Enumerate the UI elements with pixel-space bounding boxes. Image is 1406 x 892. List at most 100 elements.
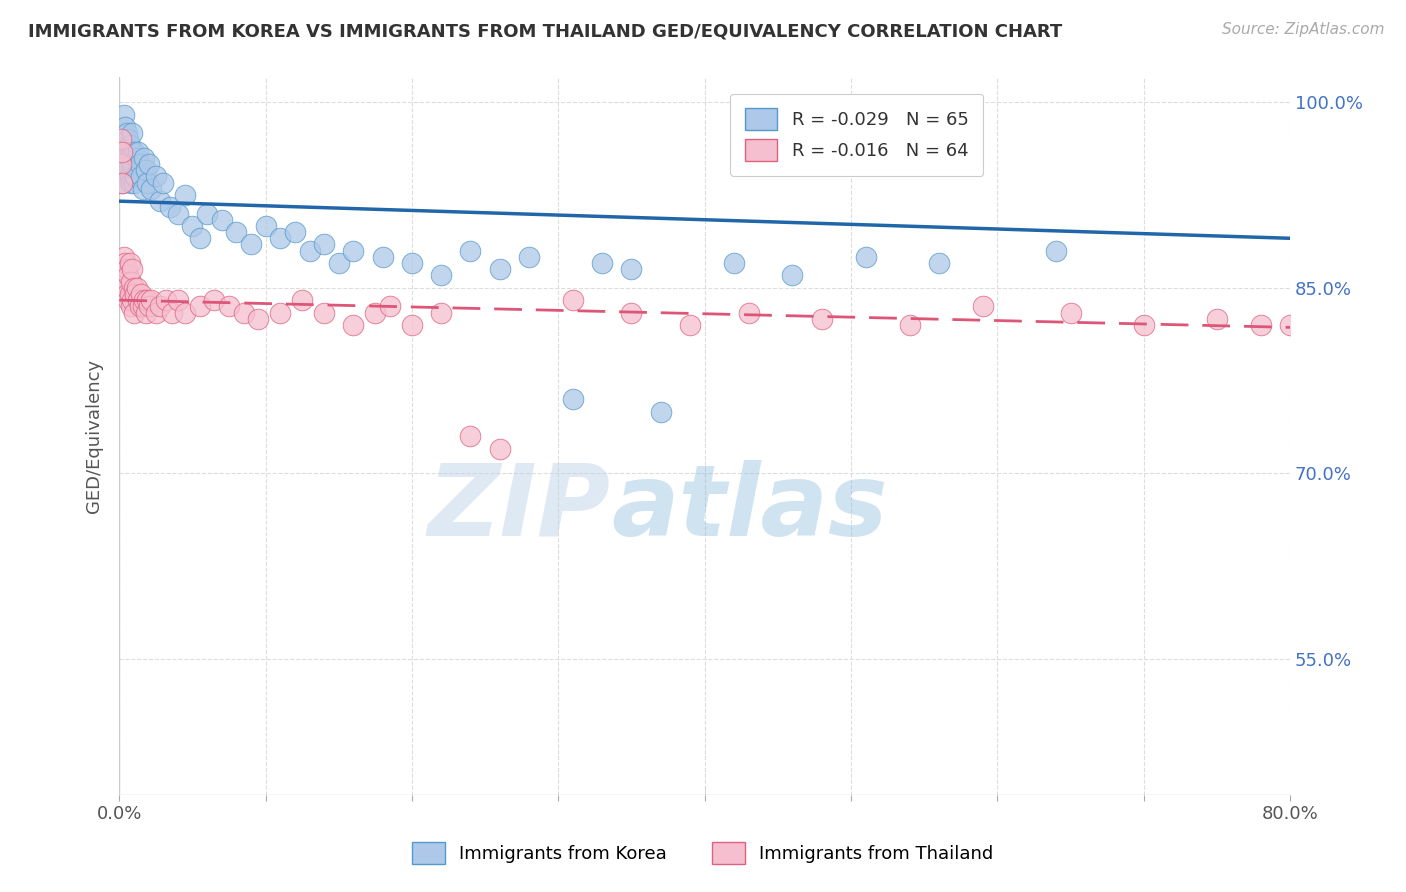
Point <box>117 163 139 178</box>
Point <box>112 138 135 153</box>
Point <box>378 299 401 313</box>
Point <box>138 157 160 171</box>
Point <box>134 151 156 165</box>
Point <box>291 293 314 307</box>
Text: ZIP: ZIP <box>427 459 612 557</box>
Text: IMMIGRANTS FROM KOREA VS IMMIGRANTS FROM THAILAND GED/EQUIVALENCY CORRELATION CH: IMMIGRANTS FROM KOREA VS IMMIGRANTS FROM… <box>28 22 1063 40</box>
Point <box>561 392 583 406</box>
Point <box>195 206 218 220</box>
Point <box>328 256 350 270</box>
Point <box>166 293 188 307</box>
Point <box>225 225 247 239</box>
Point <box>211 212 233 227</box>
Point <box>114 256 136 270</box>
Point <box>188 231 211 245</box>
Point <box>136 176 159 190</box>
Y-axis label: GED/Equivalency: GED/Equivalency <box>86 359 103 513</box>
Point <box>159 200 181 214</box>
Point <box>1250 318 1272 332</box>
Point <box>488 262 510 277</box>
Point <box>129 287 152 301</box>
Point <box>129 169 152 184</box>
Point <box>115 126 138 140</box>
Point <box>898 318 921 332</box>
Point <box>430 305 453 319</box>
Point <box>342 318 364 332</box>
Legend: R = -0.029   N = 65, R = -0.016   N = 64: R = -0.029 N = 65, R = -0.016 N = 64 <box>731 94 983 176</box>
Point <box>269 231 291 245</box>
Point <box>232 305 254 319</box>
Point <box>122 145 145 159</box>
Point <box>1059 305 1081 319</box>
Point <box>181 219 204 233</box>
Point <box>240 237 263 252</box>
Point <box>138 299 160 313</box>
Point <box>112 250 135 264</box>
Point <box>115 287 138 301</box>
Point <box>127 145 149 159</box>
Point <box>188 299 211 313</box>
Point <box>782 268 804 283</box>
Point <box>155 293 177 307</box>
Point <box>121 126 143 140</box>
Text: Source: ZipAtlas.com: Source: ZipAtlas.com <box>1222 22 1385 37</box>
Point <box>174 305 197 319</box>
Point <box>298 244 321 258</box>
Point <box>620 262 643 277</box>
Point <box>723 256 745 270</box>
Point <box>460 244 482 258</box>
Point <box>125 151 148 165</box>
Point <box>114 120 136 134</box>
Point <box>110 132 132 146</box>
Point <box>110 132 132 146</box>
Point <box>149 194 172 209</box>
Point <box>401 256 423 270</box>
Point <box>342 244 364 258</box>
Point <box>112 107 135 121</box>
Legend: Immigrants from Korea, Immigrants from Thailand: Immigrants from Korea, Immigrants from T… <box>398 828 1008 879</box>
Point <box>517 250 540 264</box>
Point <box>120 145 142 159</box>
Point <box>122 176 145 190</box>
Point <box>127 293 149 307</box>
Point <box>141 182 163 196</box>
Point <box>117 268 139 283</box>
Point <box>314 305 336 319</box>
Point <box>1205 311 1227 326</box>
Point <box>152 176 174 190</box>
Point <box>247 311 270 326</box>
Point <box>120 176 142 190</box>
Point <box>679 318 702 332</box>
Point <box>218 299 240 313</box>
Point <box>120 299 142 313</box>
Point <box>111 176 134 190</box>
Point <box>1132 318 1154 332</box>
Point <box>111 145 134 159</box>
Point <box>135 163 157 178</box>
Point <box>174 188 197 202</box>
Point <box>737 305 759 319</box>
Point <box>141 293 163 307</box>
Point <box>488 442 510 456</box>
Point <box>115 262 138 277</box>
Point <box>401 318 423 332</box>
Point <box>561 293 583 307</box>
Point <box>111 145 134 159</box>
Point <box>120 275 142 289</box>
Point <box>114 151 136 165</box>
Point <box>460 429 482 443</box>
Point <box>202 293 225 307</box>
Text: atlas: atlas <box>612 459 887 557</box>
Point <box>122 305 145 319</box>
Point <box>928 256 950 270</box>
Point <box>124 169 146 184</box>
Point <box>110 157 132 171</box>
Point <box>131 182 153 196</box>
Point <box>620 305 643 319</box>
Point <box>145 169 167 184</box>
Point <box>121 157 143 171</box>
Point <box>118 287 141 301</box>
Point <box>430 268 453 283</box>
Point <box>121 262 143 277</box>
Point <box>136 293 159 307</box>
